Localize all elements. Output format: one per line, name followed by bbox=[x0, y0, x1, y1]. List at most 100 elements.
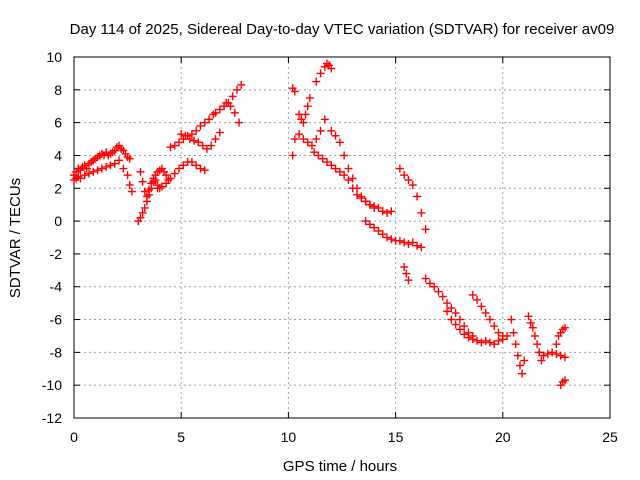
data-point bbox=[413, 241, 422, 250]
data-point bbox=[310, 148, 319, 157]
y-tick-label: 10 bbox=[46, 49, 62, 65]
data-point bbox=[127, 187, 136, 196]
data-point bbox=[301, 110, 310, 119]
data-point bbox=[228, 92, 237, 101]
data-point bbox=[157, 182, 166, 191]
data-point bbox=[192, 126, 201, 135]
data-point bbox=[344, 176, 353, 185]
data-point bbox=[513, 351, 522, 360]
y-tick-label: -2 bbox=[50, 246, 63, 262]
data-point bbox=[153, 184, 162, 193]
data-point bbox=[361, 197, 370, 206]
data-point bbox=[361, 217, 370, 226]
y-tick-label: -10 bbox=[42, 377, 62, 393]
data-point bbox=[548, 348, 557, 357]
data-point bbox=[528, 323, 537, 332]
data-point bbox=[226, 102, 235, 111]
data-point bbox=[85, 169, 94, 178]
data-point bbox=[166, 174, 175, 183]
data-point bbox=[76, 174, 85, 183]
axis-ticks: 0 5 10 15 20 25 -12 -10 -8 -6 -4 -2 0 2 4 6 8 10 bbox=[42, 49, 618, 445]
data-point bbox=[507, 315, 516, 324]
data-point bbox=[215, 105, 224, 114]
data-point bbox=[215, 128, 224, 137]
data-point bbox=[340, 151, 349, 160]
data-point bbox=[170, 141, 179, 150]
data-point bbox=[357, 192, 366, 201]
data-point bbox=[408, 238, 417, 247]
y-tick-label: -6 bbox=[50, 312, 63, 328]
data-point bbox=[295, 130, 304, 139]
data-point bbox=[177, 130, 186, 139]
data-point bbox=[402, 269, 411, 278]
data-point bbox=[136, 213, 145, 222]
data-point bbox=[543, 350, 552, 359]
data-point bbox=[468, 335, 477, 344]
data-point bbox=[331, 131, 340, 140]
data-point bbox=[344, 164, 353, 173]
y-tick-label: -8 bbox=[50, 344, 63, 360]
data-point bbox=[192, 161, 201, 170]
data-point bbox=[80, 171, 89, 180]
data-point bbox=[434, 287, 443, 296]
x-tick-label: 20 bbox=[495, 429, 511, 445]
data-point bbox=[530, 331, 539, 340]
data-point bbox=[473, 295, 482, 304]
data-point bbox=[509, 328, 518, 337]
data-point bbox=[473, 336, 482, 345]
data-point bbox=[370, 223, 379, 232]
data-point bbox=[222, 98, 231, 107]
data-point bbox=[400, 263, 409, 272]
data-point bbox=[235, 118, 244, 127]
data-point bbox=[494, 336, 503, 345]
data-point bbox=[305, 94, 314, 103]
data-point bbox=[443, 299, 452, 308]
data-point bbox=[524, 312, 533, 321]
data-point bbox=[374, 226, 383, 235]
data-point bbox=[464, 333, 473, 342]
data-point bbox=[353, 184, 362, 193]
data-point bbox=[417, 243, 426, 252]
data-point bbox=[102, 162, 111, 171]
data-point bbox=[460, 330, 469, 339]
data-point bbox=[455, 325, 464, 334]
y-tick-label: 0 bbox=[54, 213, 62, 229]
y-axis-title: SDTVAR / TECUs bbox=[7, 178, 24, 298]
data-point bbox=[322, 158, 331, 167]
data-point bbox=[447, 315, 456, 324]
data-point bbox=[535, 348, 544, 357]
data-point bbox=[438, 292, 447, 301]
data-point bbox=[290, 87, 299, 96]
data-point bbox=[138, 208, 147, 217]
data-point bbox=[200, 166, 209, 175]
y-tick-label: -12 bbox=[42, 410, 62, 426]
data-point bbox=[97, 164, 106, 173]
data-point bbox=[387, 235, 396, 244]
data-point bbox=[348, 174, 357, 183]
chart-title: Day 114 of 2025, Sidereal Day-to-day VTE… bbox=[70, 21, 615, 38]
data-point bbox=[378, 207, 387, 216]
data-point bbox=[404, 276, 413, 285]
data-point bbox=[290, 135, 299, 144]
data-point bbox=[196, 164, 205, 173]
data-point bbox=[232, 85, 241, 94]
data-point bbox=[447, 304, 456, 313]
data-point bbox=[200, 118, 209, 127]
data-point bbox=[498, 331, 507, 340]
data-point bbox=[125, 154, 134, 163]
data-points bbox=[70, 59, 569, 390]
data-point bbox=[312, 77, 321, 86]
data-point bbox=[417, 208, 426, 217]
data-point bbox=[207, 141, 216, 150]
data-point bbox=[370, 202, 379, 211]
data-point bbox=[316, 69, 325, 78]
data-point bbox=[481, 308, 490, 317]
data-point bbox=[404, 240, 413, 249]
data-point bbox=[123, 171, 132, 180]
data-point bbox=[106, 161, 115, 170]
y-tick-label: 4 bbox=[54, 147, 62, 163]
data-point bbox=[383, 208, 392, 217]
x-axis-title: GPS time / hours bbox=[283, 458, 397, 475]
data-point bbox=[136, 167, 145, 176]
